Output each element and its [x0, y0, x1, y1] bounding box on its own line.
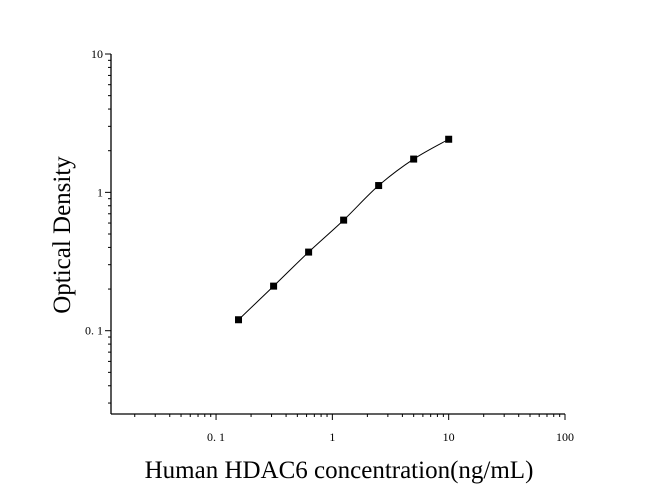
y-tick-label: 10: [91, 47, 103, 61]
data-point-marker: [235, 316, 243, 324]
data-point-marker: [270, 282, 278, 290]
fit-curve-group: [238, 138, 449, 321]
x-axis-title: Human HDAC6 concentration(ng/mL): [145, 457, 534, 484]
y-axis-title: Optical Density: [49, 156, 76, 314]
x-tick-label: 0. 1: [207, 430, 225, 444]
x-tick-label: 100: [556, 430, 574, 444]
data-point-marker: [305, 248, 313, 256]
data-points: [235, 135, 453, 324]
data-point-marker: [445, 135, 453, 143]
x-tick-label: 10: [443, 430, 455, 444]
x-tick-label: 1: [329, 430, 335, 444]
y-tick-label: 1: [97, 185, 103, 199]
fit-curve: [238, 138, 449, 321]
data-point-marker: [410, 155, 418, 163]
data-point-marker: [340, 216, 348, 224]
axes: 0. 1 1 10 100 0. 1 1 10: [85, 47, 574, 444]
data-point-marker: [375, 182, 383, 190]
y-tick-label: 0. 1: [85, 324, 103, 338]
